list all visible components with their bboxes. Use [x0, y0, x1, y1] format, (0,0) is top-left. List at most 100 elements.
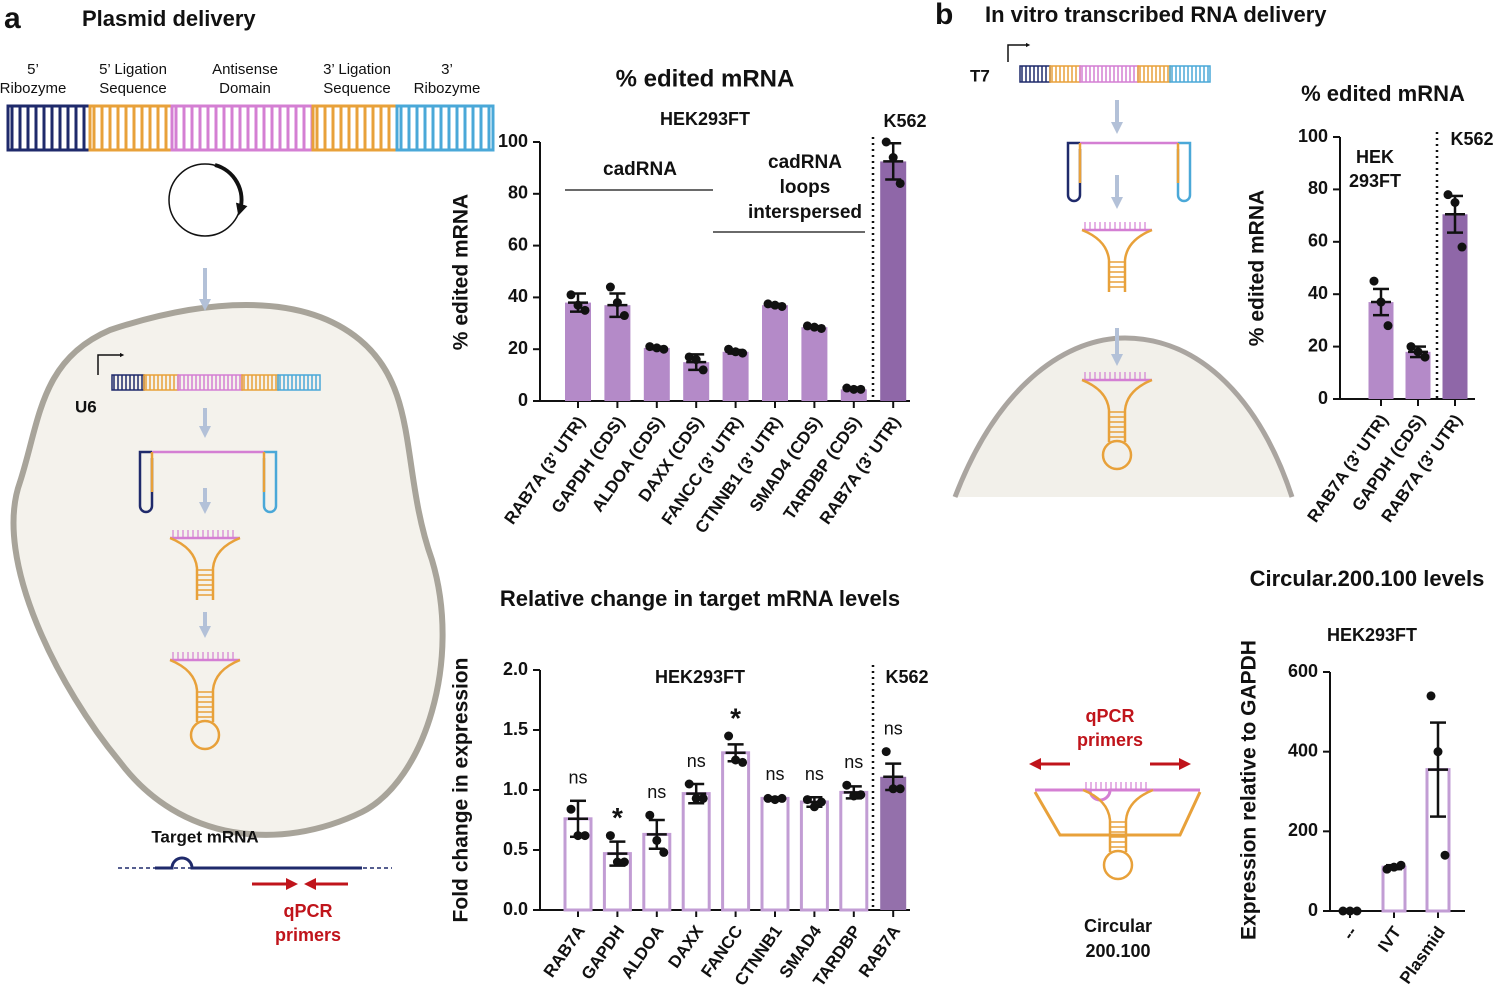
- data-point: [856, 790, 866, 800]
- data-point: [1352, 906, 1362, 916]
- annotation: K562: [1450, 129, 1493, 149]
- data-point: [566, 804, 576, 814]
- ladder-segment: [111, 374, 145, 391]
- data-point: [698, 365, 708, 375]
- y-tick-label: 0.0: [503, 899, 528, 919]
- bar: [1381, 865, 1407, 913]
- chart-subtitle: HEK293FT: [655, 667, 745, 687]
- group-label: cadRNA: [603, 159, 677, 180]
- data-point: [1413, 347, 1423, 357]
- bar: [801, 327, 828, 401]
- data-point: [612, 298, 622, 308]
- y-axis-label: Fold change in expression: [450, 658, 473, 923]
- funnel: [1082, 788, 1154, 852]
- y-tick-label: 1.5: [503, 719, 528, 739]
- data-point: [738, 757, 748, 767]
- chart-title: % edited mRNA: [616, 65, 795, 92]
- hairpin-left: [1066, 141, 1082, 203]
- data-point: [619, 857, 629, 867]
- bar: [604, 305, 631, 401]
- data-point: [691, 355, 701, 365]
- data-point: [1376, 297, 1386, 307]
- ladder-segment: [1049, 65, 1081, 83]
- significance: ns: [687, 751, 706, 771]
- data-point: [856, 384, 866, 394]
- hairpin-left: [138, 450, 154, 514]
- construct-label: 3’ Ligation: [323, 61, 391, 78]
- data-point: [1383, 321, 1393, 331]
- significance: ns: [765, 764, 784, 784]
- data-point: [1440, 850, 1450, 860]
- process-arrows: [199, 100, 1123, 638]
- chart-title: Relative change in target mRNA levels: [500, 586, 900, 611]
- loop: [1101, 439, 1133, 471]
- y-tick-label: 60: [1308, 231, 1328, 251]
- data-point: [659, 344, 669, 354]
- y-tick-label: 0: [1318, 388, 1328, 408]
- data-point: [809, 322, 819, 332]
- data-point: [691, 793, 701, 803]
- funnel: [169, 658, 241, 722]
- hairpin-right: [1176, 141, 1192, 203]
- data-point: [619, 311, 629, 321]
- data-point: [1420, 352, 1430, 362]
- y-tick-label: 2.0: [503, 659, 528, 679]
- y-axis-label: % edited mRNA: [450, 194, 473, 350]
- data-point: [1382, 864, 1392, 874]
- data-point: [802, 795, 812, 805]
- y-axis-label: % edited mRNA: [1246, 190, 1269, 346]
- panel-title: In vitro transcribed RNA delivery: [985, 2, 1327, 27]
- data-point: [777, 301, 787, 311]
- error-bar: [1428, 721, 1448, 818]
- data-point: [605, 831, 615, 841]
- data-point: [816, 797, 826, 807]
- data-point: [573, 300, 583, 310]
- promoter-arrow: [97, 352, 125, 375]
- annotation: K562: [883, 111, 926, 131]
- data-point: [731, 347, 741, 357]
- ladder-segment: [88, 104, 174, 152]
- chart-subtitle: HEK293FT: [660, 109, 750, 129]
- significance: ns: [884, 718, 903, 738]
- data-point: [881, 137, 891, 147]
- plasmid-arrow: [214, 163, 248, 216]
- construct-label: Ribozyme: [0, 80, 66, 97]
- data-point: [842, 383, 852, 393]
- bar: [1368, 302, 1394, 399]
- construct-label: Ribozyme: [414, 80, 481, 97]
- significance: *: [730, 702, 741, 733]
- bar: [760, 796, 790, 912]
- data-point: [573, 831, 583, 841]
- ladder-segment: [311, 104, 399, 152]
- data-point: [770, 300, 780, 310]
- data-point: [580, 831, 590, 841]
- data-point: [1389, 862, 1399, 872]
- construct-label: Domain: [219, 80, 271, 97]
- bar: [840, 389, 867, 401]
- data-point: [698, 793, 708, 803]
- significance: ns: [844, 752, 863, 772]
- significance: *: [612, 802, 623, 833]
- y-tick-label: 80: [1308, 178, 1328, 198]
- data-point: [652, 835, 662, 845]
- ladder-outline: [1137, 65, 1171, 83]
- cell-membrane: [952, 335, 1295, 498]
- ladder-outline: [277, 374, 321, 391]
- ladder-outline: [1169, 65, 1211, 83]
- ladder-segment: [241, 374, 279, 391]
- bar: [1442, 214, 1468, 399]
- data-point: [809, 802, 819, 812]
- chart-title: % edited mRNA: [1301, 81, 1465, 106]
- data-point: [724, 344, 734, 354]
- data-point: [1426, 691, 1436, 701]
- data-point: [1450, 198, 1460, 207]
- data-point: [849, 791, 859, 801]
- x-tick-label: --: [1339, 923, 1361, 943]
- loop: [1102, 849, 1134, 881]
- data-point: [881, 747, 891, 757]
- data-point: [1338, 906, 1348, 916]
- annotation: K562: [885, 667, 928, 687]
- data-point: [684, 779, 694, 789]
- x-tick-label: Plasmid: [1396, 923, 1449, 987]
